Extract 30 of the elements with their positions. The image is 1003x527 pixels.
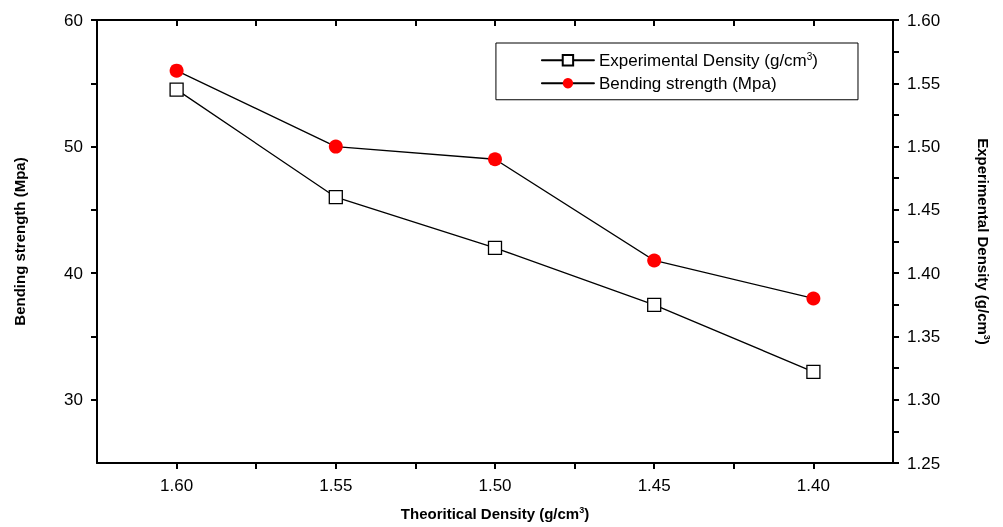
x-tick-label: 1.40 <box>796 476 830 495</box>
x-tick-label: 1.50 <box>478 476 512 495</box>
point <box>487 240 503 255</box>
x-tick-label: 1.60 <box>160 476 194 495</box>
y-tick-label: 60 <box>64 10 83 30</box>
y2-tick-label: 1.45 <box>907 200 941 220</box>
point <box>488 152 502 167</box>
point <box>328 190 343 205</box>
point <box>647 253 662 268</box>
point <box>169 63 184 78</box>
point <box>647 297 662 312</box>
y2-tick-label: 1.40 <box>907 263 941 283</box>
legend-label: Bending strength (Mpa) <box>598 73 777 93</box>
y-tick-label: 50 <box>64 137 83 157</box>
y2-tick-label: 1.60 <box>907 10 941 30</box>
y2-axis-title: Experimental Density (g/cm3) <box>974 138 992 345</box>
y-tick-label: 40 <box>64 263 83 283</box>
point <box>169 82 184 97</box>
y-axis-title: Bending strength (Mpa) <box>11 157 28 326</box>
y2-tick-label: 1.25 <box>907 453 941 473</box>
y-tick-label: 30 <box>64 390 83 410</box>
y2-tick-label: 1.30 <box>907 390 941 410</box>
point <box>328 139 343 154</box>
y2-tick-label: 1.55 <box>907 73 941 93</box>
point <box>806 364 821 380</box>
y2-tick-label: 1.50 <box>907 137 941 157</box>
x-tick-label: 1.45 <box>637 476 671 495</box>
point <box>806 291 821 306</box>
x-tick-label: 1.55 <box>319 476 353 495</box>
y2-tick-label: 1.35 <box>907 326 941 346</box>
